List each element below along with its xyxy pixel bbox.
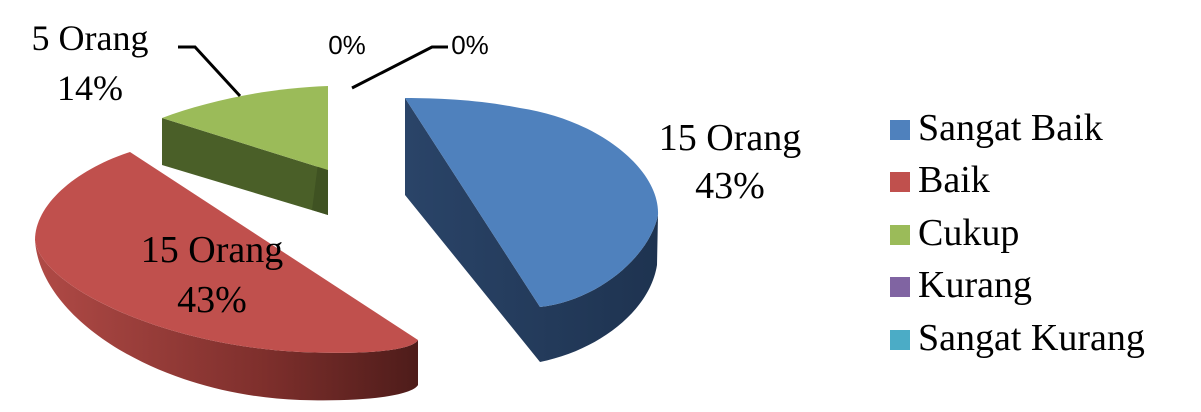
legend-item: Baik (890, 159, 990, 201)
legend-swatch-sangat-baik (890, 120, 910, 140)
legend-label-baik: Baik (918, 159, 990, 201)
legend-label-cukup: Cukup (918, 212, 1019, 254)
data-label-baik-percent: 43% (177, 279, 247, 321)
data-label-cukup-percent: 14% (57, 68, 123, 108)
legend-item: Sangat Kurang (890, 317, 1145, 359)
pie-slice-cukup-top (162, 86, 328, 170)
legend-item: Kurang (890, 264, 1032, 306)
pie-slice-baik-top (35, 152, 418, 353)
legend-swatch-baik (890, 172, 910, 192)
data-label-sangat-baik-percent: 43% (695, 165, 765, 207)
data-label-sangat-kurang-percent: 0% (451, 30, 489, 60)
leader-line-cukup (178, 45, 242, 98)
legend-item: Cukup (890, 212, 1019, 254)
legend-swatch-kurang (890, 277, 910, 297)
pie-slice-cukup-side (162, 118, 328, 215)
data-label-sangat-baik-count: 15 Orang (659, 117, 801, 159)
pie-slice-sangat-baik (405, 98, 659, 362)
legend-label-sangat-kurang: Sangat Kurang (918, 317, 1145, 359)
legend-label-kurang: Kurang (918, 264, 1032, 306)
pie-slice-baik (35, 152, 418, 401)
pie-slice-cukup (162, 86, 328, 215)
legend-swatch-sangat-kurang (890, 330, 910, 350)
pie-slice-baik-side (35, 240, 418, 401)
data-label-cukup-count: 5 Orang (32, 18, 149, 58)
legend-label-sangat-baik: Sangat Baik (918, 107, 1103, 149)
pie-slice-sangat-baik-top (405, 98, 659, 307)
legend-item: Sangat Baik (890, 107, 1103, 149)
leader-line-kurang (351, 45, 448, 90)
pie-slice-sangat-baik-side (405, 98, 658, 362)
data-label-kurang-percent: 0% (328, 30, 366, 60)
legend-swatch-cukup (890, 225, 910, 245)
legend: Sangat Baik Baik Cukup Kurang Sangat Kur… (890, 107, 1145, 359)
data-label-baik-count: 15 Orang (141, 229, 283, 271)
